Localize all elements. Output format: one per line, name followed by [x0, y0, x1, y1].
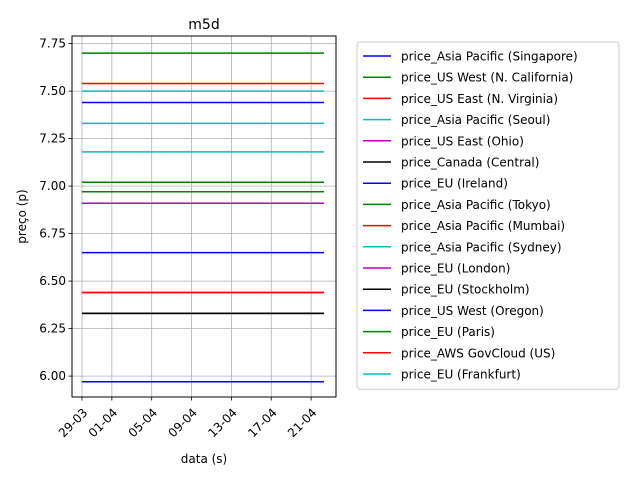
legend-label: price_US West (Oregon)	[401, 304, 544, 318]
grid	[72, 36, 336, 397]
legend-label: price_Asia Pacific (Singapore)	[401, 50, 578, 64]
y-tick-label: 7.25	[39, 132, 66, 146]
y-tick-label: 6.00	[39, 369, 66, 383]
y-tick-label: 7.75	[39, 37, 66, 51]
y-tick-label: 7.50	[39, 84, 66, 98]
legend-label: price_US West (N. California)	[401, 71, 573, 85]
y-axis-label: preço (p)	[15, 189, 29, 243]
legend-label: price_Asia Pacific (Sydney)	[401, 240, 562, 254]
x-tick-label: 29-03	[56, 406, 91, 441]
axis-ticks: 6.00 6.25 6.50 6.75 7.00 7.25 7.50 7.75 29-0301-…	[39, 37, 319, 441]
legend-label: price_EU (Ireland)	[401, 177, 508, 191]
x-tick-label: 01-04	[86, 406, 121, 441]
legend: price_Asia Pacific (Singapore) price_US W…	[356, 41, 620, 390]
y-tick-label: 6.50	[39, 274, 66, 288]
x-axis-label: data (s)	[181, 452, 227, 466]
legend-label: price_Canada (Central)	[401, 156, 539, 170]
legend-box	[356, 41, 620, 390]
legend-label: price_Asia Pacific (Seoul)	[401, 113, 550, 127]
legend-label: price_EU (Paris)	[401, 325, 495, 339]
legend-label: price_Asia Pacific (Mumbai)	[401, 219, 565, 233]
x-tick-label: 17-04	[245, 406, 280, 441]
legend-label: price_US East (Ohio)	[401, 134, 524, 148]
y-tick-label: 6.75	[39, 227, 66, 241]
x-tick-label: 21-04	[285, 406, 320, 441]
plot-frame	[71, 35, 337, 398]
y-tick-label: 6.25	[39, 322, 66, 336]
y-tick-label: 7.00	[39, 179, 66, 193]
legend-label: price_AWS GovCloud (US)	[401, 346, 555, 360]
legend-label: price_EU (Frankfurt)	[401, 368, 521, 382]
x-tick-label: 13-04	[205, 406, 240, 441]
x-tick-label: 09-04	[165, 406, 200, 441]
legend-label: price_EU (Stockholm)	[401, 283, 530, 297]
chart-title: m5d	[188, 17, 219, 33]
legend-label: price_EU (London)	[401, 262, 510, 276]
legend-label: price_Asia Pacific (Tokyo)	[401, 198, 551, 212]
x-tick-label: 05-04	[126, 406, 161, 441]
legend-label: price_US East (N. Virginia)	[401, 92, 558, 106]
series-lines	[81, 52, 325, 383]
